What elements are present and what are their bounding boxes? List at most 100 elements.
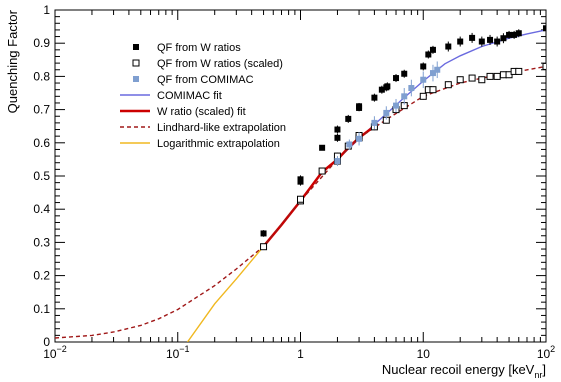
marker-filled-square	[487, 36, 494, 43]
legend: QF from W ratios QF from W ratios (scaled…	[120, 42, 286, 150]
marker-open-square	[429, 86, 437, 94]
point-qf-from-w-ratios	[356, 102, 363, 110]
x-axis-label-unit: nr	[534, 370, 542, 380]
point-qf-from-w-ratios	[457, 36, 464, 47]
marker-open-square	[456, 76, 464, 84]
marker-filled-square	[420, 76, 427, 83]
marker-filled-square	[334, 158, 341, 165]
marker-filled-square	[494, 38, 501, 45]
marker-open-square	[297, 195, 304, 203]
legend-marker-filled-square	[133, 76, 139, 82]
marker-filled-square	[478, 38, 485, 45]
point-qf-from-w-ratios-scaled	[318, 167, 326, 175]
point-qf-from-comimac	[334, 156, 341, 167]
point-qf-from-comimac	[420, 71, 427, 89]
point-qf-from-w-ratios	[506, 30, 513, 39]
marker-open-square	[478, 76, 486, 84]
marker-open-square	[468, 74, 476, 82]
point-qf-from-w-ratios	[371, 93, 378, 102]
marker-filled-square	[543, 25, 546, 32]
point-qf-from-w-ratios-scaled	[486, 72, 494, 80]
point-qf-from-w-ratios	[478, 36, 485, 47]
legend-item: W ratio (scaled) fit	[120, 106, 246, 118]
marker-open-square	[499, 71, 507, 79]
marker-filled-square	[401, 93, 408, 100]
point-qf-from-w-ratios-scaled	[493, 72, 501, 80]
legend-marker-open-square	[132, 59, 140, 67]
marker-filled-square	[356, 135, 363, 142]
point-qf-from-w-ratios	[334, 125, 341, 134]
point-qf-from-w-ratios	[297, 175, 304, 184]
marker-filled-square	[378, 86, 385, 93]
point-qf-from-w-ratios	[345, 114, 352, 123]
y-tick-label: 0.5	[33, 169, 50, 183]
point-qf-from-w-ratios	[401, 69, 408, 78]
axes: 0 0.1 0.2 0.3 0.4 0.5 0.6 0.7 0.8 0.9 1 10−2 10−1 1 10…	[33, 3, 555, 361]
legend-label: Lindhard-like extrapolation	[157, 122, 286, 134]
marker-filled-square	[429, 70, 436, 77]
point-qf-from-w-ratios	[429, 45, 436, 54]
point-qf-from-comimac	[371, 116, 378, 130]
legend-item: QF from W ratios (scaled)	[132, 58, 283, 70]
marker-filled-square	[393, 75, 400, 82]
y-tick-label: 0.4	[33, 202, 50, 216]
marker-filled-square	[425, 51, 432, 58]
y-tick-label: 0.2	[33, 269, 50, 283]
marker-open-square	[260, 243, 268, 251]
point-qf-from-comimac	[356, 132, 363, 146]
point-qf-from-w-ratios-scaled	[478, 76, 486, 84]
legend-item: Lindhard-like extrapolation	[120, 122, 286, 134]
legend-label: QF from COMIMAC	[157, 74, 254, 86]
marker-filled-square	[334, 134, 341, 141]
y-tick-label: 0.8	[33, 69, 50, 83]
marker-open-square	[515, 67, 523, 75]
data-points	[260, 24, 546, 251]
marker-open-square	[444, 81, 452, 89]
y-tick-label: 0	[43, 335, 50, 349]
x-tick-label: 1	[297, 347, 304, 361]
point-qf-from-w-ratios-scaled	[260, 243, 268, 251]
point-qf-from-w-ratios-scaled	[429, 86, 437, 94]
marker-filled-square	[356, 103, 363, 110]
legend-label: W ratio (scaled) fit	[157, 106, 246, 118]
marker-open-square	[419, 92, 427, 100]
point-qf-from-w-ratios	[378, 85, 385, 94]
x-axis-label-main: Nuclear recoil energy [keV	[382, 362, 535, 377]
marker-open-square	[486, 72, 494, 80]
x-axis-label-close: ]	[542, 362, 546, 377]
marker-filled-square	[393, 102, 400, 109]
marker-open-square	[318, 167, 326, 175]
point-qf-from-w-ratios	[494, 36, 501, 47]
y-axis-label: Quenching Factor	[5, 9, 20, 113]
marker-filled-square	[506, 31, 513, 38]
point-qf-from-comimac	[434, 61, 441, 79]
marker-filled-square	[445, 43, 452, 50]
x-tick-label: 102	[537, 344, 555, 361]
point-qf-from-w-ratios	[420, 62, 427, 71]
marker-filled-square	[371, 94, 378, 101]
point-qf-from-w-ratios	[425, 50, 432, 59]
legend-label: Logarithmic extrapolation	[157, 138, 280, 150]
point-qf-from-comimac	[383, 106, 390, 120]
marker-filled-square	[457, 38, 464, 45]
marker-filled-square	[420, 63, 427, 70]
x-tick-label: 10−2	[43, 344, 67, 361]
point-qf-from-w-ratios	[319, 144, 326, 151]
y-tick-label: 0.6	[33, 136, 50, 150]
point-qf-from-w-ratios-scaled	[542, 62, 546, 70]
marker-filled-square	[371, 119, 378, 126]
x-axis-label: Nuclear recoil energy [keVnr]	[382, 362, 546, 380]
legend-label: COMIMAC fit	[157, 90, 222, 102]
point-qf-from-comimac	[346, 139, 353, 150]
marker-filled-square	[515, 30, 522, 37]
marker-filled-square	[511, 31, 518, 38]
marker-open-square	[493, 72, 501, 80]
legend-item: QF from W ratios	[133, 42, 241, 54]
legend-item: COMIMAC fit	[120, 90, 222, 102]
curve-logarithmic-extrapolation	[186, 245, 265, 342]
point-qf-from-w-ratios-scaled	[297, 195, 304, 203]
point-qf-from-w-ratios-scaled	[515, 67, 523, 75]
point-qf-from-w-ratios	[511, 30, 518, 39]
y-tick-label: 0.7	[33, 103, 50, 117]
